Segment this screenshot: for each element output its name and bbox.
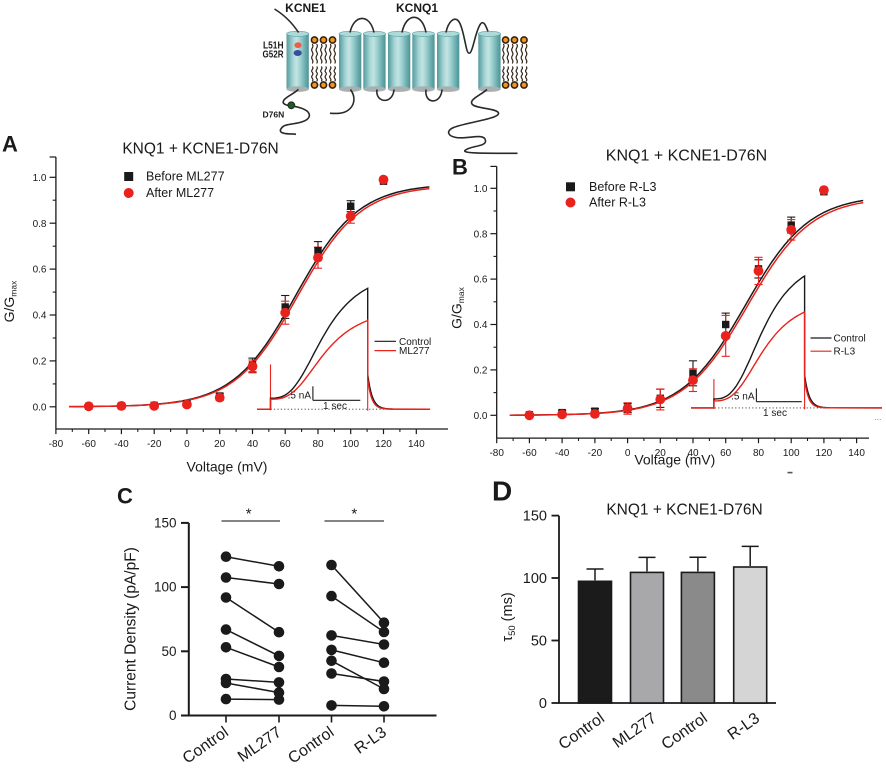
svg-text:0.0: 0.0 xyxy=(474,411,488,422)
svg-text:After R-L3: After R-L3 xyxy=(589,196,646,210)
svg-text:Voltage (mV): Voltage (mV) xyxy=(634,452,715,468)
svg-text:80: 80 xyxy=(312,439,324,450)
svg-text:1.0: 1.0 xyxy=(474,184,488,195)
svg-text:A: A xyxy=(2,132,18,157)
svg-text:-60: -60 xyxy=(81,439,96,450)
svg-text:140: 140 xyxy=(848,448,865,459)
svg-text:KNQ1 + KCNE1-D76N: KNQ1 + KCNE1-D76N xyxy=(122,141,278,158)
svg-text:150: 150 xyxy=(523,509,547,525)
svg-text:1.0: 1.0 xyxy=(33,173,47,184)
svg-text:After ML277: After ML277 xyxy=(146,186,214,200)
svg-text:150: 150 xyxy=(154,516,177,531)
svg-text:B: B xyxy=(452,155,468,180)
svg-text:0.0: 0.0 xyxy=(33,402,47,413)
svg-text:40: 40 xyxy=(687,448,699,459)
svg-text:.5 nA: .5 nA xyxy=(731,392,755,403)
svg-text:20: 20 xyxy=(214,439,226,450)
svg-text:-80: -80 xyxy=(49,439,64,450)
svg-text:20: 20 xyxy=(655,448,667,459)
svg-text:0: 0 xyxy=(539,696,547,712)
svg-text:50: 50 xyxy=(531,634,547,650)
svg-text:-20: -20 xyxy=(588,448,603,459)
svg-text:Before ML277: Before ML277 xyxy=(146,170,225,184)
svg-text:.5 nA: .5 nA xyxy=(288,391,312,402)
svg-text:Before R-L3: Before R-L3 xyxy=(589,180,656,194)
svg-text:τ50 (ms): τ50 (ms) xyxy=(500,592,518,641)
svg-text:1 sec: 1 sec xyxy=(323,401,347,412)
svg-text:80: 80 xyxy=(753,448,765,459)
svg-text:100: 100 xyxy=(154,580,177,595)
svg-text:40: 40 xyxy=(247,439,259,450)
svg-text:R-L3: R-L3 xyxy=(834,347,856,358)
svg-text:0: 0 xyxy=(169,708,177,723)
svg-text:100: 100 xyxy=(783,448,800,459)
svg-text:...: ... xyxy=(874,412,882,422)
svg-text:0.6: 0.6 xyxy=(33,265,47,276)
svg-text:-80: -80 xyxy=(489,448,504,459)
svg-text:50: 50 xyxy=(161,644,176,659)
svg-text:140: 140 xyxy=(408,439,425,450)
svg-text:-40: -40 xyxy=(555,448,570,459)
svg-text:120: 120 xyxy=(375,439,392,450)
svg-text:Current Density (pA/pF): Current Density (pA/pF) xyxy=(123,547,140,711)
svg-text:0: 0 xyxy=(625,448,631,459)
svg-text:KNQ1 + KCNE1-D76N: KNQ1 + KCNE1-D76N xyxy=(606,148,767,165)
svg-text:0: 0 xyxy=(184,439,190,450)
svg-text:ML277: ML277 xyxy=(399,346,430,357)
svg-text:Voltage (mV): Voltage (mV) xyxy=(187,459,268,475)
svg-text:0.4: 0.4 xyxy=(474,320,488,331)
svg-text:D76N: D76N xyxy=(263,109,285,119)
svg-text:*: * xyxy=(246,506,252,523)
svg-text:120: 120 xyxy=(816,448,833,459)
svg-text:Control: Control xyxy=(834,334,866,345)
svg-text:KNQ1 + KCNE1-D76N: KNQ1 + KCNE1-D76N xyxy=(606,502,762,519)
svg-text:100: 100 xyxy=(342,439,359,450)
svg-text:0.8: 0.8 xyxy=(33,219,47,230)
svg-text:KCNQ1: KCNQ1 xyxy=(396,1,438,15)
svg-text:0.6: 0.6 xyxy=(474,275,488,286)
svg-text:D: D xyxy=(492,476,512,507)
svg-text:KCNE1: KCNE1 xyxy=(285,1,326,15)
svg-text:G52R: G52R xyxy=(263,49,285,60)
svg-text:100: 100 xyxy=(523,571,547,587)
svg-text:*: * xyxy=(351,506,357,523)
svg-text:0.4: 0.4 xyxy=(33,311,47,322)
svg-text:0.2: 0.2 xyxy=(474,366,488,377)
svg-text:-40: -40 xyxy=(114,439,129,450)
svg-text:L51H: L51H xyxy=(263,41,284,52)
svg-text:1 sec: 1 sec xyxy=(763,408,787,419)
svg-text:C: C xyxy=(117,484,133,509)
svg-text:60: 60 xyxy=(720,448,732,459)
svg-text:Control: Control xyxy=(399,337,431,348)
svg-text:60: 60 xyxy=(280,439,292,450)
svg-text:-60: -60 xyxy=(522,448,537,459)
svg-text:0.8: 0.8 xyxy=(474,229,488,240)
svg-text:-20: -20 xyxy=(147,439,162,450)
svg-text:0.2: 0.2 xyxy=(33,357,47,368)
